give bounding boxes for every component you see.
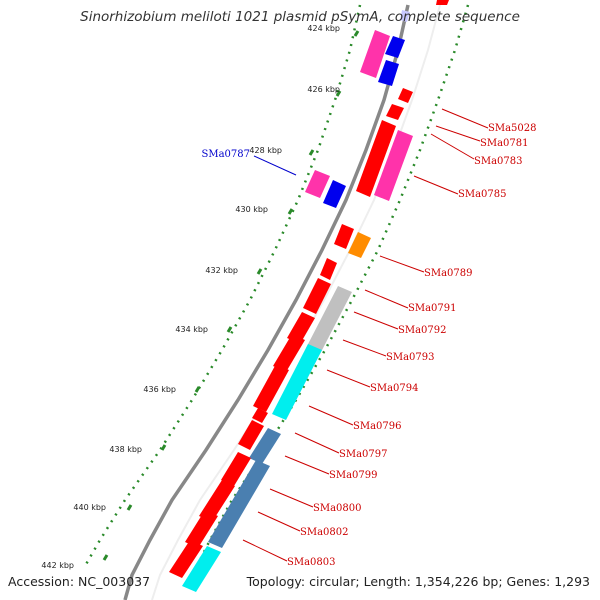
gene-arrow — [303, 278, 331, 314]
gene-label-leader — [353, 311, 399, 330]
scale-tick-mark — [256, 268, 263, 275]
gene-label-leader — [257, 511, 301, 532]
scale-tick-mark — [102, 554, 109, 561]
gene-arrow — [398, 88, 413, 103]
scale-tick-mark — [287, 208, 294, 215]
gene-label-sma0799: SMa0799 — [329, 470, 378, 481]
gene-arrow — [436, 0, 449, 5]
gene-arrow — [208, 460, 270, 548]
gene-arrow — [252, 408, 268, 423]
gene-arrow — [221, 452, 251, 486]
gene-arrow — [400, 10, 410, 22]
gene-arrow — [306, 286, 352, 354]
gene-label-sma0781: SMa0781 — [480, 138, 529, 149]
gene-arrow — [305, 170, 330, 198]
gene-label-leader — [379, 255, 425, 273]
gene-label-leader — [242, 539, 288, 562]
gene-arrow — [323, 180, 346, 208]
gene-arrow — [348, 232, 371, 258]
gene-arrow — [169, 540, 203, 578]
gene-arrow — [249, 428, 281, 464]
gene-label-leader — [342, 339, 387, 357]
scale-tick-label: 440 kbp — [73, 503, 106, 512]
scale-tick-label: 432 kbp — [205, 266, 238, 275]
gene-label-leader — [435, 125, 481, 142]
gene-label-leader — [294, 432, 340, 454]
gene-label-leader — [364, 289, 409, 309]
gene-label-leader — [430, 133, 475, 160]
gene-label-sma0787: SMa0787 — [201, 149, 250, 160]
gene-arrow — [356, 120, 396, 197]
gene-arrow — [238, 420, 264, 450]
scale-tick-mark — [308, 149, 315, 156]
scale-tick-label: 442 kbp — [41, 561, 74, 570]
gene-label-sma0791: SMa0791 — [408, 303, 457, 314]
gene-label-sma0803: SMa0803 — [287, 557, 336, 568]
gene-arrow — [385, 36, 405, 58]
gene-label-sma0796: SMa0796 — [353, 421, 402, 432]
gene-label-leader — [308, 405, 354, 426]
gene-label-sma0792: SMa0792 — [398, 325, 447, 336]
gene-arrow — [360, 30, 390, 78]
gene-label-sma0793: SMa0793 — [386, 352, 435, 363]
accession-text: Accession: NC_003037 — [8, 574, 151, 589]
scale-tick-label: 438 kbp — [109, 445, 142, 454]
gene-label-leader — [253, 155, 297, 176]
gene-label-leader — [441, 108, 489, 129]
gene-arrow — [182, 546, 221, 592]
scale-tick-label: 426 kbp — [307, 85, 340, 94]
gene-label-group: SMa5028 SMa0781 SMa0783 SMa0785 SMa0787 SMa07… — [201, 108, 537, 568]
gene-label-sma5028: SMa5028 — [488, 123, 537, 134]
gene-label-leader — [326, 369, 371, 388]
gene-label-sma0785: SMa0785 — [458, 189, 507, 200]
map-title: Sinorhizobium meliloti 1021 plasmid pSym… — [80, 9, 520, 25]
genome-backbone — [123, 4, 410, 600]
gene-arrow — [374, 130, 413, 201]
scale-tick-label: 430 kbp — [235, 205, 268, 214]
scale-tick-mark — [160, 444, 167, 451]
scale-tick-label: 428 kbp — [249, 146, 282, 155]
gene-arrow — [272, 344, 322, 420]
gene-label-sma0783: SMa0783 — [474, 156, 523, 167]
gene-label-sma0789: SMa0789 — [424, 268, 473, 279]
scale-tick-mark — [335, 90, 342, 97]
gene-features — [169, 0, 449, 592]
gene-label-sma0802: SMa0802 — [300, 527, 349, 538]
gene-arrow — [386, 104, 404, 120]
scale-tick-mark — [194, 386, 201, 393]
gene-label-leader — [413, 175, 459, 195]
gene-arrow — [185, 510, 218, 548]
gene-arrow — [320, 258, 337, 280]
scale-tick-label: 434 kbp — [175, 325, 208, 334]
gene-label-sma0794: SMa0794 — [370, 383, 419, 394]
summary-text: Topology: circular; Length: 1,354,226 bp… — [246, 574, 590, 589]
scale-tick-mark — [353, 30, 360, 37]
gene-arrow — [253, 364, 289, 412]
gene-label-sma0800: SMa0800 — [313, 503, 362, 514]
gene-label-leader — [269, 488, 314, 508]
scale-tick-label: 436 kbp — [143, 385, 176, 394]
scale-ticks: 424 kbp 426 kbp 428 kbp 430 kbp 432 kbp 434 k… — [41, 24, 360, 570]
gene-arrow — [334, 224, 354, 249]
gene-arrow — [378, 60, 399, 86]
gene-arrow — [273, 334, 305, 372]
scale-tick-label: 424 kbp — [307, 24, 340, 33]
gene-label-sma0797: SMa0797 — [339, 449, 388, 460]
scale-tick-mark — [226, 326, 233, 333]
gene-label-leader — [284, 455, 330, 475]
scale-tick-mark — [126, 504, 133, 511]
